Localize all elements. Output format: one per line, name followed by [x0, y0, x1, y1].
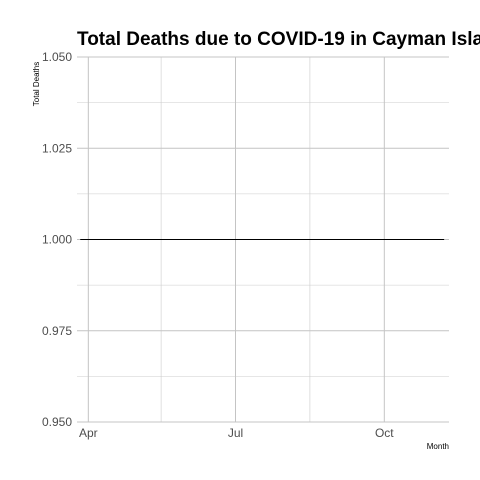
x-tick-label: Apr: [79, 426, 98, 440]
x-axis-tick-labels: Apr Jul Oct: [79, 426, 394, 440]
y-tick-label: 1.025: [42, 141, 72, 155]
y-axis-tick-labels: 0.950 0.975 1.000 1.025 1.050: [42, 50, 72, 429]
y-tick-label: 0.950: [42, 415, 72, 429]
x-tick-label: Oct: [375, 426, 394, 440]
y-axis-title: Total Deaths: [32, 62, 41, 106]
x-axis-title: Month: [427, 442, 449, 451]
chart-title: Total Deaths due to COVID-19 in Cayman I…: [77, 29, 480, 50]
x-tick-label: Jul: [228, 426, 243, 440]
y-tick-label: 1.050: [42, 50, 72, 64]
y-tick-label: 0.975: [42, 324, 72, 338]
y-tick-label: 1.000: [42, 233, 72, 247]
